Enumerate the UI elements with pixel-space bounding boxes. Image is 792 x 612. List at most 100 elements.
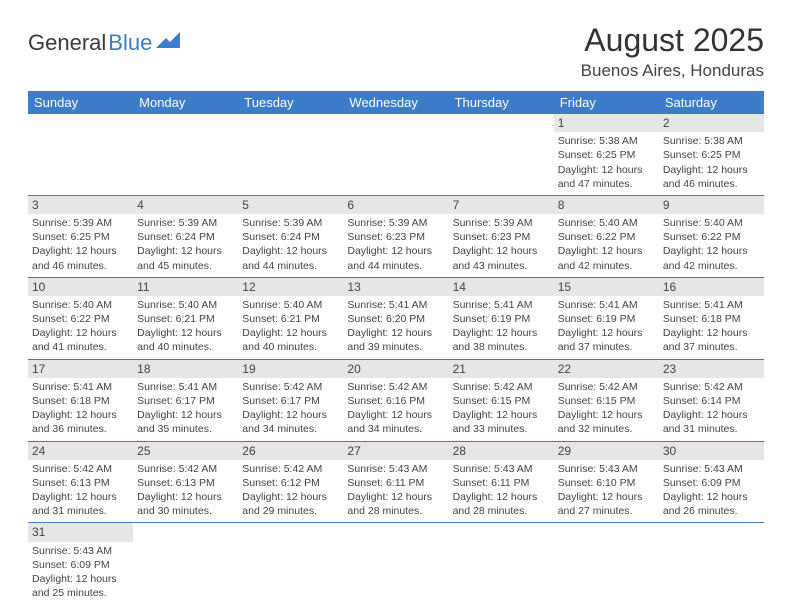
calendar-cell: 3Sunrise: 5:39 AMSunset: 6:25 PMDaylight… [28, 195, 133, 277]
calendar-cell: 19Sunrise: 5:42 AMSunset: 6:17 PMDayligh… [238, 359, 343, 441]
month-title: August 2025 [581, 22, 764, 59]
day-number: 4 [133, 196, 238, 214]
sunset-text: Sunset: 6:09 PM [32, 558, 129, 572]
sunset-text: Sunset: 6:12 PM [242, 476, 339, 490]
day-number: 25 [133, 442, 238, 460]
sunset-text: Sunset: 6:13 PM [32, 476, 129, 490]
calendar-cell [238, 114, 343, 195]
sunrise-text: Sunrise: 5:41 AM [32, 380, 129, 394]
sunset-text: Sunset: 6:25 PM [32, 230, 129, 244]
sunset-text: Sunset: 6:14 PM [663, 394, 760, 408]
day-number: 11 [133, 278, 238, 296]
sunrise-text: Sunrise: 5:42 AM [242, 380, 339, 394]
sunset-text: Sunset: 6:19 PM [558, 312, 655, 326]
title-block: August 2025 Buenos Aires, Honduras [581, 22, 764, 81]
sunrise-text: Sunrise: 5:43 AM [32, 544, 129, 558]
calendar-cell [554, 523, 659, 604]
daylight-text: Daylight: 12 hours and 40 minutes. [242, 326, 339, 354]
day-header-row: Sunday Monday Tuesday Wednesday Thursday… [28, 91, 764, 114]
calendar-cell: 10Sunrise: 5:40 AMSunset: 6:22 PMDayligh… [28, 277, 133, 359]
calendar-cell: 20Sunrise: 5:42 AMSunset: 6:16 PMDayligh… [343, 359, 448, 441]
day-number: 9 [659, 196, 764, 214]
day-number [28, 114, 133, 132]
calendar-week: 3Sunrise: 5:39 AMSunset: 6:25 PMDaylight… [28, 195, 764, 277]
calendar-cell: 24Sunrise: 5:42 AMSunset: 6:13 PMDayligh… [28, 441, 133, 523]
sunrise-text: Sunrise: 5:42 AM [32, 462, 129, 476]
calendar-cell [449, 114, 554, 195]
sunset-text: Sunset: 6:10 PM [558, 476, 655, 490]
day-number [133, 523, 238, 541]
logo-text-general: General [28, 30, 106, 56]
sunrise-text: Sunrise: 5:39 AM [453, 216, 550, 230]
day-number: 13 [343, 278, 448, 296]
daylight-text: Daylight: 12 hours and 32 minutes. [558, 408, 655, 436]
header: General Blue August 2025 Buenos Aires, H… [28, 22, 764, 81]
sunset-text: Sunset: 6:09 PM [663, 476, 760, 490]
sunrise-text: Sunrise: 5:42 AM [453, 380, 550, 394]
sunrise-text: Sunrise: 5:43 AM [663, 462, 760, 476]
day-number: 8 [554, 196, 659, 214]
sunset-text: Sunset: 6:24 PM [137, 230, 234, 244]
sunrise-text: Sunrise: 5:41 AM [453, 298, 550, 312]
sunrise-text: Sunrise: 5:39 AM [32, 216, 129, 230]
calendar-cell: 23Sunrise: 5:42 AMSunset: 6:14 PMDayligh… [659, 359, 764, 441]
calendar-cell: 4Sunrise: 5:39 AMSunset: 6:24 PMDaylight… [133, 195, 238, 277]
daylight-text: Daylight: 12 hours and 41 minutes. [32, 326, 129, 354]
daylight-text: Daylight: 12 hours and 42 minutes. [558, 244, 655, 272]
daylight-text: Daylight: 12 hours and 29 minutes. [242, 490, 339, 518]
col-saturday: Saturday [659, 91, 764, 114]
calendar-cell [133, 523, 238, 604]
calendar-cell: 1Sunrise: 5:38 AMSunset: 6:25 PMDaylight… [554, 114, 659, 195]
sunrise-text: Sunrise: 5:41 AM [558, 298, 655, 312]
sunrise-text: Sunrise: 5:40 AM [558, 216, 655, 230]
sunset-text: Sunset: 6:13 PM [137, 476, 234, 490]
calendar-cell [343, 114, 448, 195]
sunset-text: Sunset: 6:17 PM [242, 394, 339, 408]
day-number: 10 [28, 278, 133, 296]
sunrise-text: Sunrise: 5:40 AM [137, 298, 234, 312]
sunrise-text: Sunrise: 5:38 AM [558, 134, 655, 148]
daylight-text: Daylight: 12 hours and 25 minutes. [32, 572, 129, 600]
day-number: 28 [449, 442, 554, 460]
daylight-text: Daylight: 12 hours and 31 minutes. [32, 490, 129, 518]
day-number: 5 [238, 196, 343, 214]
col-sunday: Sunday [28, 91, 133, 114]
calendar-cell: 7Sunrise: 5:39 AMSunset: 6:23 PMDaylight… [449, 195, 554, 277]
daylight-text: Daylight: 12 hours and 35 minutes. [137, 408, 234, 436]
calendar-cell [238, 523, 343, 604]
sunset-text: Sunset: 6:11 PM [453, 476, 550, 490]
daylight-text: Daylight: 12 hours and 31 minutes. [663, 408, 760, 436]
daylight-text: Daylight: 12 hours and 34 minutes. [347, 408, 444, 436]
sunrise-text: Sunrise: 5:43 AM [347, 462, 444, 476]
day-number: 19 [238, 360, 343, 378]
calendar-cell: 16Sunrise: 5:41 AMSunset: 6:18 PMDayligh… [659, 277, 764, 359]
sunset-text: Sunset: 6:22 PM [558, 230, 655, 244]
col-friday: Friday [554, 91, 659, 114]
day-number [449, 114, 554, 132]
sunrise-text: Sunrise: 5:40 AM [32, 298, 129, 312]
daylight-text: Daylight: 12 hours and 37 minutes. [558, 326, 655, 354]
calendar-cell: 15Sunrise: 5:41 AMSunset: 6:19 PMDayligh… [554, 277, 659, 359]
daylight-text: Daylight: 12 hours and 40 minutes. [137, 326, 234, 354]
day-number: 6 [343, 196, 448, 214]
day-number: 27 [343, 442, 448, 460]
day-number [238, 114, 343, 132]
calendar-cell [449, 523, 554, 604]
sunset-text: Sunset: 6:17 PM [137, 394, 234, 408]
sunrise-text: Sunrise: 5:42 AM [663, 380, 760, 394]
daylight-text: Daylight: 12 hours and 28 minutes. [453, 490, 550, 518]
sunrise-text: Sunrise: 5:38 AM [663, 134, 760, 148]
sunset-text: Sunset: 6:25 PM [663, 148, 760, 162]
sunrise-text: Sunrise: 5:41 AM [347, 298, 444, 312]
daylight-text: Daylight: 12 hours and 42 minutes. [663, 244, 760, 272]
calendar-cell: 9Sunrise: 5:40 AMSunset: 6:22 PMDaylight… [659, 195, 764, 277]
calendar-cell: 31Sunrise: 5:43 AMSunset: 6:09 PMDayligh… [28, 523, 133, 604]
sunrise-text: Sunrise: 5:42 AM [137, 462, 234, 476]
location-label: Buenos Aires, Honduras [581, 61, 764, 81]
col-tuesday: Tuesday [238, 91, 343, 114]
day-number: 20 [343, 360, 448, 378]
calendar-cell: 6Sunrise: 5:39 AMSunset: 6:23 PMDaylight… [343, 195, 448, 277]
sunset-text: Sunset: 6:18 PM [32, 394, 129, 408]
calendar-cell: 22Sunrise: 5:42 AMSunset: 6:15 PMDayligh… [554, 359, 659, 441]
calendar-cell: 25Sunrise: 5:42 AMSunset: 6:13 PMDayligh… [133, 441, 238, 523]
